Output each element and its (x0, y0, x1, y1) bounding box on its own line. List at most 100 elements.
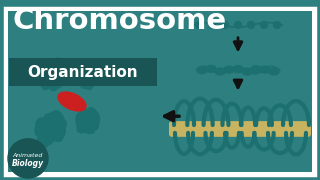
Circle shape (58, 120, 65, 127)
Circle shape (41, 71, 48, 78)
Circle shape (52, 111, 59, 118)
Circle shape (78, 113, 85, 121)
Circle shape (58, 69, 66, 76)
Circle shape (93, 73, 100, 81)
Circle shape (47, 66, 54, 74)
Circle shape (56, 73, 64, 80)
Circle shape (45, 80, 52, 87)
Circle shape (92, 61, 100, 68)
Circle shape (78, 125, 85, 132)
FancyBboxPatch shape (169, 121, 311, 137)
Circle shape (89, 112, 96, 119)
Circle shape (60, 73, 68, 80)
Circle shape (78, 67, 86, 75)
Circle shape (76, 117, 84, 124)
FancyBboxPatch shape (9, 58, 157, 86)
Text: Biology: Biology (12, 159, 44, 168)
Circle shape (92, 73, 100, 81)
Circle shape (58, 73, 66, 80)
Circle shape (81, 124, 89, 131)
Circle shape (41, 71, 49, 78)
Circle shape (54, 111, 61, 119)
Circle shape (49, 65, 57, 73)
Circle shape (43, 62, 51, 70)
Circle shape (51, 59, 59, 67)
Circle shape (86, 76, 94, 84)
Circle shape (42, 132, 50, 139)
Circle shape (41, 68, 49, 76)
Circle shape (77, 65, 84, 73)
Circle shape (41, 73, 49, 81)
Circle shape (61, 67, 69, 74)
Circle shape (79, 78, 87, 85)
Circle shape (59, 62, 66, 69)
Ellipse shape (224, 66, 234, 73)
Circle shape (76, 69, 83, 77)
Circle shape (48, 76, 56, 84)
Circle shape (48, 116, 56, 124)
Circle shape (78, 74, 86, 81)
Circle shape (86, 79, 93, 87)
Circle shape (51, 131, 59, 138)
Circle shape (54, 119, 61, 127)
Ellipse shape (197, 67, 207, 73)
Circle shape (44, 118, 52, 125)
Circle shape (79, 75, 86, 82)
Circle shape (87, 119, 94, 127)
Circle shape (274, 22, 281, 28)
Circle shape (55, 66, 62, 74)
Circle shape (40, 67, 48, 74)
Circle shape (56, 121, 63, 128)
Circle shape (80, 121, 88, 128)
Circle shape (85, 82, 93, 89)
Circle shape (84, 121, 92, 129)
Circle shape (50, 61, 57, 69)
Circle shape (52, 130, 60, 137)
Circle shape (89, 118, 97, 126)
Circle shape (95, 72, 102, 80)
Circle shape (84, 64, 92, 71)
Circle shape (81, 76, 89, 84)
Circle shape (52, 60, 59, 68)
Circle shape (91, 114, 99, 121)
Circle shape (92, 64, 99, 72)
Circle shape (44, 137, 52, 144)
Circle shape (79, 66, 86, 73)
Circle shape (85, 126, 92, 134)
Circle shape (54, 64, 61, 72)
Circle shape (50, 64, 58, 71)
Circle shape (94, 72, 101, 79)
Circle shape (59, 63, 67, 70)
Circle shape (78, 124, 86, 131)
Circle shape (46, 76, 53, 84)
Circle shape (46, 115, 54, 123)
Circle shape (50, 120, 58, 128)
Circle shape (50, 133, 58, 141)
Circle shape (54, 80, 62, 88)
Circle shape (57, 117, 64, 124)
Circle shape (42, 82, 49, 89)
Circle shape (56, 64, 63, 72)
Circle shape (54, 77, 61, 84)
Circle shape (235, 22, 242, 28)
Circle shape (39, 123, 46, 131)
Circle shape (88, 109, 96, 117)
Circle shape (46, 122, 53, 130)
Circle shape (54, 78, 62, 86)
Circle shape (92, 70, 99, 77)
Circle shape (92, 117, 100, 125)
Circle shape (81, 77, 89, 84)
Circle shape (83, 60, 91, 68)
Text: Chromosome: Chromosome (12, 7, 226, 35)
Circle shape (87, 112, 94, 119)
Circle shape (53, 112, 60, 119)
Circle shape (53, 118, 60, 125)
Circle shape (52, 115, 60, 123)
Circle shape (83, 74, 91, 82)
Circle shape (83, 120, 90, 128)
Circle shape (38, 123, 46, 131)
Circle shape (79, 71, 86, 78)
Circle shape (96, 74, 104, 81)
Circle shape (84, 124, 91, 131)
Circle shape (81, 70, 89, 77)
